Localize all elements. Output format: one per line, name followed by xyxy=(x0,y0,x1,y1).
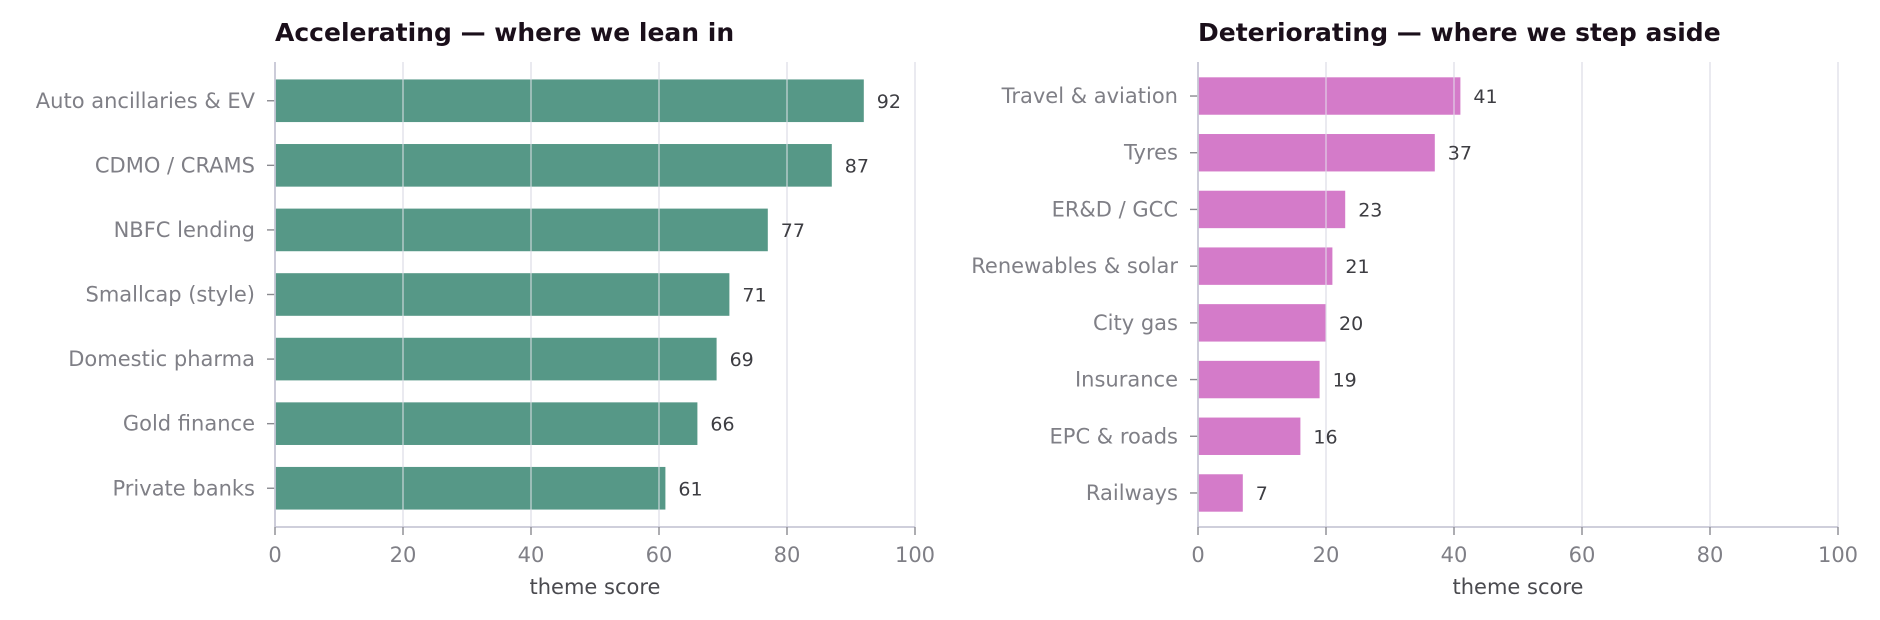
x-tick-label: 100 xyxy=(895,543,935,567)
data-label: 66 xyxy=(710,414,734,436)
category-label: City gas xyxy=(1093,311,1178,335)
chart-title: Accelerating — where we lean in xyxy=(275,18,734,47)
x-tick-label: 40 xyxy=(1441,543,1468,567)
x-tick-label: 60 xyxy=(646,543,673,567)
data-label: 92 xyxy=(877,91,901,113)
category-label: Tyres xyxy=(1123,141,1178,165)
data-label: 61 xyxy=(678,478,702,500)
bar xyxy=(275,208,768,252)
bar xyxy=(1198,77,1461,115)
data-label: 37 xyxy=(1448,143,1472,165)
category-label: Domestic pharma xyxy=(68,347,255,371)
data-label: 41 xyxy=(1473,86,1497,108)
category-label: Smallcap (style) xyxy=(86,283,256,307)
bar xyxy=(1198,190,1346,229)
category-label: Renewables & solar xyxy=(971,254,1178,278)
data-label: 23 xyxy=(1358,199,1382,221)
bar xyxy=(275,466,666,510)
data-label: 19 xyxy=(1333,370,1357,392)
x-tick-label: 20 xyxy=(390,543,417,567)
data-label: 16 xyxy=(1313,426,1337,448)
bar xyxy=(1198,247,1333,285)
chart-title: Deteriorating — where we step aside xyxy=(1198,18,1721,47)
category-label: Travel & aviation xyxy=(1001,84,1178,108)
bar xyxy=(275,273,730,316)
bar xyxy=(1198,304,1326,342)
x-tick-label: 100 xyxy=(1818,543,1858,567)
x-axis-label: theme score xyxy=(530,575,661,599)
category-label: Auto ancillaries & EV xyxy=(36,89,256,113)
bar xyxy=(275,79,864,123)
data-label: 69 xyxy=(730,349,754,371)
bar xyxy=(275,337,717,381)
x-tick-label: 20 xyxy=(1313,543,1340,567)
bar xyxy=(275,402,698,445)
x-tick-label: 60 xyxy=(1569,543,1596,567)
data-label: 87 xyxy=(845,155,869,177)
category-label: CDMO / CRAMS xyxy=(95,153,255,177)
chart-accelerating: Accelerating — where we lean in Auto anci… xyxy=(36,18,935,599)
category-label: Insurance xyxy=(1075,368,1178,392)
x-tick-label: 40 xyxy=(518,543,545,567)
category-label: Private banks xyxy=(113,476,256,500)
bar xyxy=(1198,417,1301,455)
category-label: NBFC lending xyxy=(114,218,255,242)
category-label: Gold finance xyxy=(123,412,255,436)
x-tick-label: 0 xyxy=(1191,543,1204,567)
category-label: EPC & roads xyxy=(1050,424,1178,448)
x-axis-label: theme score xyxy=(1453,575,1584,599)
data-label: 71 xyxy=(742,285,766,307)
chart-deteriorating: Deteriorating — where we step aside Trave… xyxy=(971,18,1858,599)
x-tick-label: 80 xyxy=(1697,543,1724,567)
category-label: ER&D / GCC xyxy=(1052,197,1178,221)
bar xyxy=(1198,134,1435,172)
bar xyxy=(1198,474,1243,512)
data-label: 7 xyxy=(1256,483,1268,505)
x-tick-label: 0 xyxy=(268,543,281,567)
bar xyxy=(275,144,832,187)
data-label: 77 xyxy=(781,220,805,242)
data-label: 20 xyxy=(1339,313,1363,335)
bar xyxy=(1198,360,1320,399)
x-tick-label: 80 xyxy=(774,543,801,567)
category-label: Railways xyxy=(1086,481,1178,505)
data-label: 21 xyxy=(1345,256,1369,278)
